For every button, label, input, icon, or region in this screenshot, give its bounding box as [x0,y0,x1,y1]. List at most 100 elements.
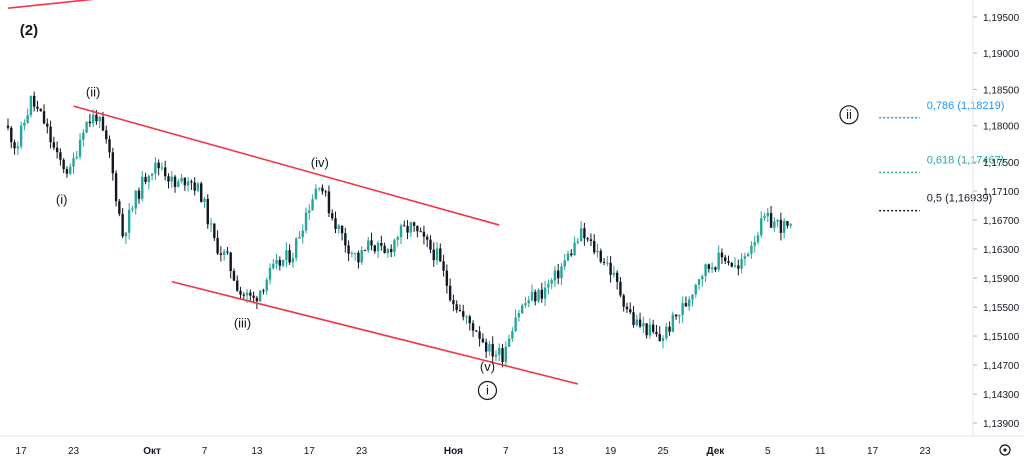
candle [367,237,370,253]
candle [19,121,23,149]
candle [596,243,599,258]
candle [527,296,530,308]
candle [380,235,383,251]
candle [462,304,465,321]
candle [183,177,187,191]
y-tick-label: 1,17500 [983,158,1020,169]
fib-level[interactable]: 0,5 (1,16939) [879,193,992,212]
candle [468,314,471,331]
fib-label: 0,786 (1,18219) [927,100,1005,112]
candle [501,344,504,368]
candle [488,340,491,356]
candle [786,220,789,229]
gear-icon[interactable] [999,444,1011,456]
candle [625,302,629,313]
candle [88,113,92,128]
candle [445,264,449,294]
candle [727,255,730,266]
candle [563,254,566,271]
candle [288,244,291,265]
candle [599,248,602,264]
candle [560,263,563,285]
fib-level[interactable]: 0,786 (1,18219) [879,100,1005,119]
circled-wave-label: i [477,380,498,401]
y-tick-label: 1,18500 [983,85,1020,96]
candle [776,219,779,228]
candle [16,141,20,156]
candle [658,326,661,342]
candle [399,223,403,245]
candle [69,163,72,176]
candle [465,315,468,325]
candle [426,234,429,248]
candle [710,262,714,273]
candle [239,286,242,299]
wave-label: (v) [480,359,495,374]
candle [203,197,206,208]
candle [724,254,727,265]
channel-line-lower[interactable] [171,280,579,385]
candle [740,253,743,274]
x-tick-label: 23 [68,446,80,457]
channel-line-upper-prev[interactable] [7,0,119,9]
candle [478,326,481,347]
candle [353,252,357,261]
channel-line-upper[interactable] [73,105,500,226]
fibonacci-levels: 0,786 (1,18219) 0,618 (1,17467) 0,5 (1,169… [879,100,1005,212]
candle [432,242,435,267]
candle [566,250,570,262]
candle [733,257,737,268]
y-tick-label: 1,15100 [983,332,1020,343]
candle [78,133,82,160]
candle [177,178,180,188]
candle [648,318,652,339]
candle [105,125,108,144]
candle [737,259,740,276]
candle [144,172,147,185]
fib-level[interactable]: 0,618 (1,17467) [879,154,1004,174]
candle [517,309,521,322]
candle [622,293,625,312]
candle [131,205,134,213]
candle [376,240,380,259]
candle [258,290,262,302]
candle [291,252,295,268]
candle [150,173,154,181]
candle [704,263,707,283]
y-tick-label: 1,15500 [983,303,1020,314]
candle [550,277,553,290]
candle [789,223,792,229]
candle [557,263,560,285]
wave-label: (2) [20,22,38,39]
candle [671,311,675,333]
candle [334,211,337,234]
candle [304,207,308,234]
candle [707,263,711,273]
candle [458,304,462,312]
candle [661,335,665,349]
candle [229,251,232,279]
candle [222,249,226,261]
candle [782,217,786,239]
x-tick-label: 7 [202,446,208,457]
candle [72,152,75,175]
x-tick-label: Дек [706,446,725,457]
candle [435,242,439,265]
candle [386,247,390,258]
candle [655,324,658,337]
candle [484,338,488,359]
candle [714,266,717,273]
candle [717,245,720,272]
y-tick-label: 1,16300 [983,245,1020,256]
candle [311,194,314,211]
candle [55,141,59,159]
candle [137,187,141,204]
candle [540,282,544,303]
candle [481,333,485,344]
candle [281,259,285,268]
candle [609,256,612,283]
candle [665,323,668,341]
settings-button[interactable] [999,444,1011,456]
candle [370,232,373,251]
